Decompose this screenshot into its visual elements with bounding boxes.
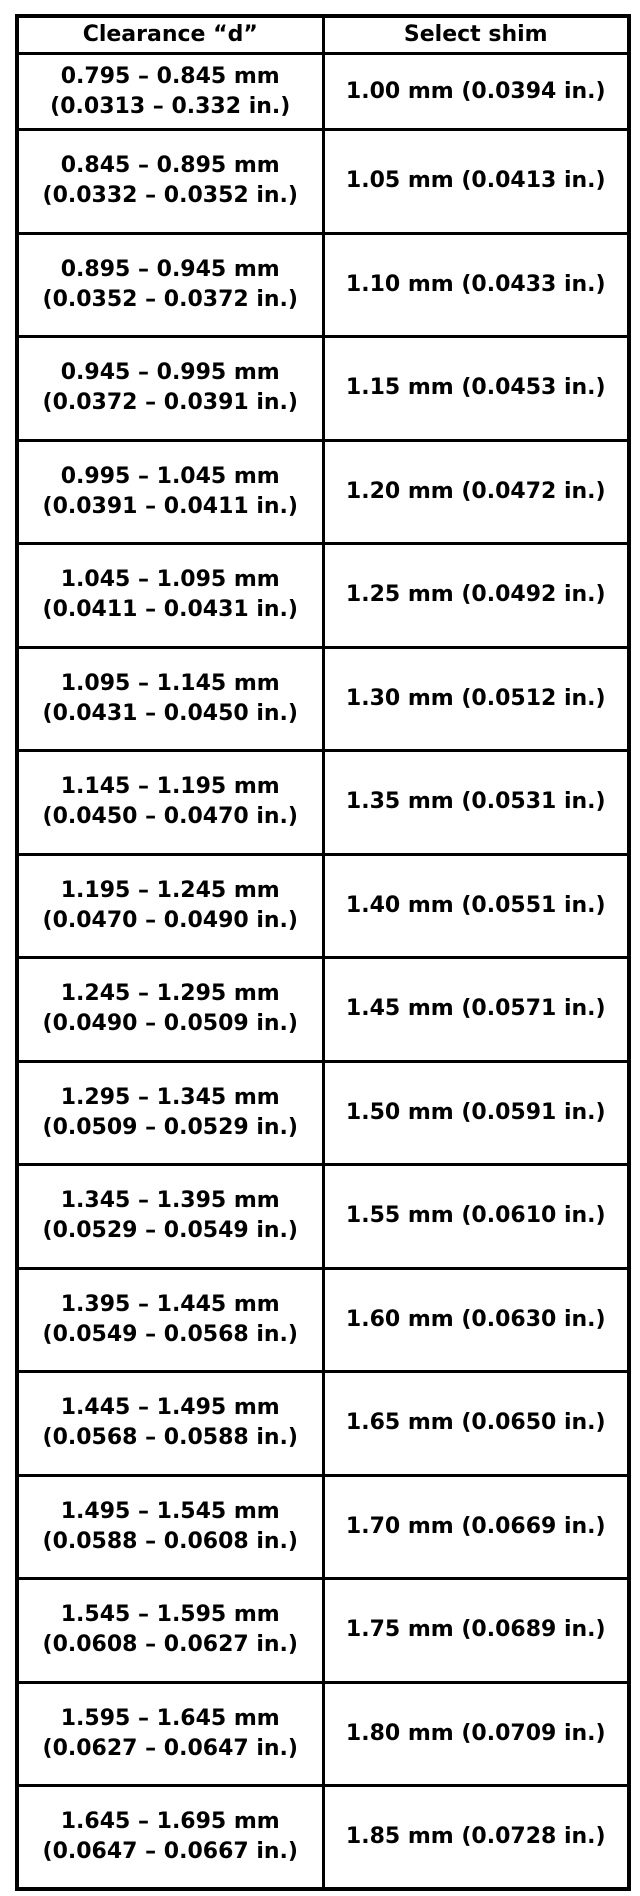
clearance-cell: 1.545 – 1.595 mm (0.0608 – 0.0627 in.) xyxy=(15,1577,325,1684)
shim-cell: 1.65 mm (0.0650 in.) xyxy=(321,1370,631,1477)
clearance-cell: 0.795 – 0.845 mm (0.0313 – 0.332 in.) xyxy=(15,52,325,131)
table-row: 0.895 – 0.945 mm (0.0352 – 0.0372 in.) 1.… xyxy=(15,231,631,338)
clearance-cell: 1.195 – 1.245 mm (0.0470 – 0.0490 in.) xyxy=(15,852,325,959)
shim-cell: 1.20 mm (0.0472 in.) xyxy=(321,438,631,545)
shim-cell: 1.50 mm (0.0591 in.) xyxy=(321,1059,631,1166)
clearance-cell: 0.895 – 0.945 mm (0.0352 – 0.0372 in.) xyxy=(15,231,325,338)
header-cell: Clearance “d” xyxy=(15,14,325,55)
clearance-cell: 1.595 – 1.645 mm (0.0627 – 0.0647 in.) xyxy=(15,1680,325,1787)
shim-cell: 1.70 mm (0.0669 in.) xyxy=(321,1473,631,1580)
table-row: 1.145 – 1.195 mm (0.0450 – 0.0470 in.) 1.… xyxy=(15,749,631,856)
clearance-cell: 1.645 – 1.695 mm (0.0647 – 0.0667 in.) xyxy=(15,1784,325,1891)
clearance-cell: 1.495 – 1.545 mm (0.0588 – 0.0608 in.) xyxy=(15,1473,325,1580)
shim-cell: 1.30 mm (0.0512 in.) xyxy=(321,645,631,752)
shim-cell: 1.45 mm (0.0571 in.) xyxy=(321,956,631,1063)
table-row: 1.595 – 1.645 mm (0.0627 – 0.0647 in.) 1.… xyxy=(15,1680,631,1787)
shim-cell: 1.55 mm (0.0610 in.) xyxy=(321,1163,631,1270)
header-row: Clearance “d” Select shim xyxy=(15,14,631,55)
table-row: 1.245 – 1.295 mm (0.0490 – 0.0509 in.) 1.… xyxy=(15,956,631,1063)
header-cell: Select shim xyxy=(321,14,631,55)
table-row: 1.645 – 1.695 mm (0.0647 – 0.0667 in.) 1.… xyxy=(15,1784,631,1891)
clearance-cell: 1.395 – 1.445 mm (0.0549 – 0.0568 in.) xyxy=(15,1266,325,1373)
table-row: 1.195 – 1.245 mm (0.0470 – 0.0490 in.) 1.… xyxy=(15,852,631,959)
shim-cell: 1.05 mm (0.0413 in.) xyxy=(321,128,631,235)
clearance-cell: 0.995 – 1.045 mm (0.0391 – 0.0411 in.) xyxy=(15,438,325,545)
table-row: 0.995 – 1.045 mm (0.0391 – 0.0411 in.) 1.… xyxy=(15,438,631,545)
shim-table: Clearance “d” Select shim 0.795 – 0.845 … xyxy=(15,14,631,1891)
clearance-cell: 1.095 – 1.145 mm (0.0431 – 0.0450 in.) xyxy=(15,645,325,752)
shim-cell: 1.25 mm (0.0492 in.) xyxy=(321,542,631,649)
shim-cell: 1.15 mm (0.0453 in.) xyxy=(321,335,631,442)
shim-cell: 1.40 mm (0.0551 in.) xyxy=(321,852,631,959)
table-row: 1.345 – 1.395 mm (0.0529 – 0.0549 in.) 1.… xyxy=(15,1163,631,1270)
shim-cell: 1.60 mm (0.0630 in.) xyxy=(321,1266,631,1373)
table-row: 1.545 – 1.595 mm (0.0608 – 0.0627 in.) 1.… xyxy=(15,1577,631,1684)
shim-cell: 1.75 mm (0.0689 in.) xyxy=(321,1577,631,1684)
table-row: 0.795 – 0.845 mm (0.0313 – 0.332 in.) 1.0… xyxy=(15,52,631,131)
table-row: 1.495 – 1.545 mm (0.0588 – 0.0608 in.) 1.… xyxy=(15,1473,631,1580)
clearance-cell: 1.045 – 1.095 mm (0.0411 – 0.0431 in.) xyxy=(15,542,325,649)
shim-cell: 1.10 mm (0.0433 in.) xyxy=(321,231,631,338)
clearance-cell: 1.245 – 1.295 mm (0.0490 – 0.0509 in.) xyxy=(15,956,325,1063)
clearance-cell: 0.945 – 0.995 mm (0.0372 – 0.0391 in.) xyxy=(15,335,325,442)
shim-cell: 1.85 mm (0.0728 in.) xyxy=(321,1784,631,1891)
table-row: 1.295 – 1.345 mm (0.0509 – 0.0529 in.) 1.… xyxy=(15,1059,631,1166)
shim-cell: 1.35 mm (0.0531 in.) xyxy=(321,749,631,856)
clearance-cell: 1.295 – 1.345 mm (0.0509 – 0.0529 in.) xyxy=(15,1059,325,1166)
table-body: 0.795 – 0.845 mm (0.0313 – 0.332 in.) 1.0… xyxy=(15,52,631,1891)
table-row: 0.945 – 0.995 mm (0.0372 – 0.0391 in.) 1.… xyxy=(15,335,631,442)
clearance-cell: 0.845 – 0.895 mm (0.0332 – 0.0352 in.) xyxy=(15,128,325,235)
clearance-cell: 1.145 – 1.195 mm (0.0450 – 0.0470 in.) xyxy=(15,749,325,856)
clearance-cell: 1.345 – 1.395 mm (0.0529 – 0.0549 in.) xyxy=(15,1163,325,1270)
table-row: 1.045 – 1.095 mm (0.0411 – 0.0431 in.) 1.… xyxy=(15,542,631,649)
table-row: 1.095 – 1.145 mm (0.0431 – 0.0450 in.) 1.… xyxy=(15,645,631,752)
table-row: 1.445 – 1.495 mm (0.0568 – 0.0588 in.) 1.… xyxy=(15,1370,631,1477)
clearance-cell: 1.445 – 1.495 mm (0.0568 – 0.0588 in.) xyxy=(15,1370,325,1477)
table-row: 0.845 – 0.895 mm (0.0332 – 0.0352 in.) 1.… xyxy=(15,128,631,235)
table-row: 1.395 – 1.445 mm (0.0549 – 0.0568 in.) 1.… xyxy=(15,1266,631,1373)
shim-cell: 1.00 mm (0.0394 in.) xyxy=(321,52,631,131)
shim-cell: 1.80 mm (0.0709 in.) xyxy=(321,1680,631,1787)
